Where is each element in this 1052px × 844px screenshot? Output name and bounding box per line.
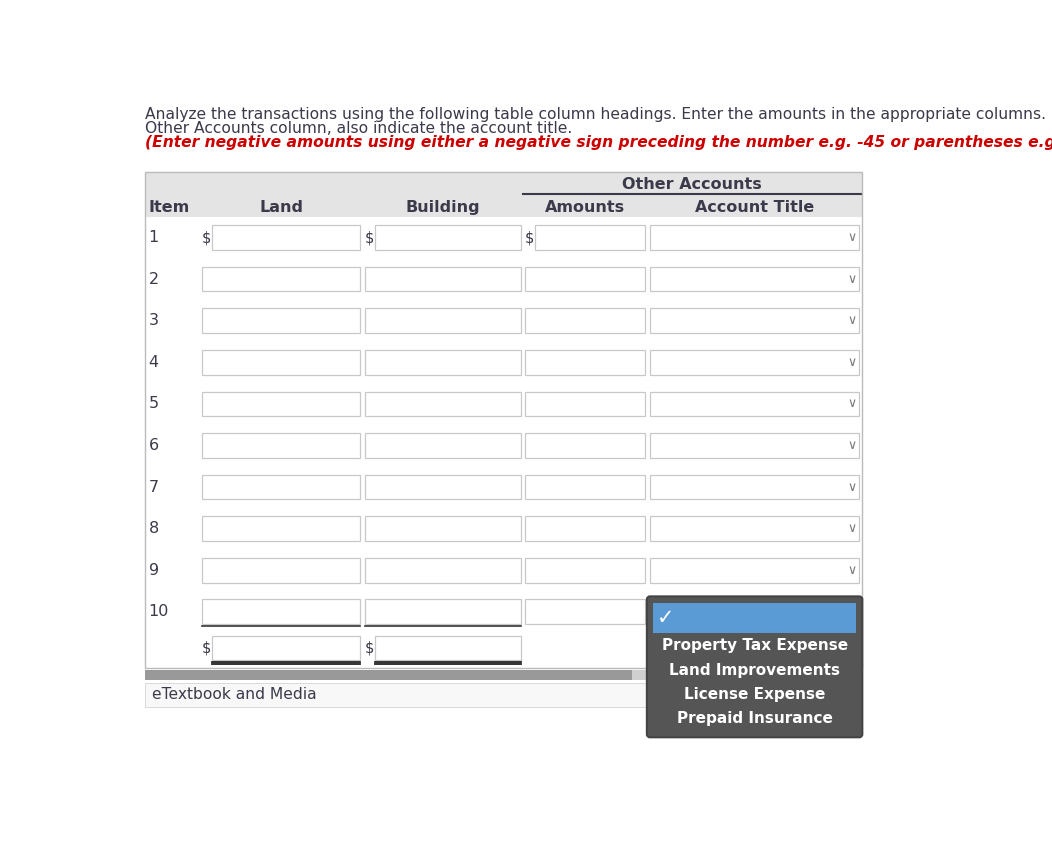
Text: ∨: ∨ — [847, 522, 856, 535]
Text: Land: Land — [259, 200, 303, 215]
Text: ∨: ∨ — [847, 314, 856, 327]
Bar — [213, 636, 360, 660]
Text: $: $ — [365, 230, 375, 245]
Text: (Enter negative amounts using either a negative sign preceding the number e.g. -: (Enter negative amounts using either a n… — [145, 135, 1052, 150]
Bar — [525, 267, 645, 291]
Text: 8: 8 — [148, 521, 159, 536]
Text: ∨: ∨ — [847, 231, 856, 244]
Bar — [525, 599, 645, 624]
Bar — [202, 350, 360, 375]
Bar — [202, 433, 360, 457]
Text: 6: 6 — [148, 438, 159, 453]
Text: ∨: ∨ — [847, 564, 856, 576]
Bar — [202, 558, 360, 582]
Bar — [653, 603, 856, 633]
Bar — [145, 300, 862, 342]
Bar — [365, 517, 521, 541]
Text: ∨: ∨ — [847, 356, 856, 369]
Bar — [365, 433, 521, 457]
Text: eTextbook and Media: eTextbook and Media — [151, 688, 317, 702]
Bar — [145, 669, 632, 680]
Bar — [650, 517, 859, 541]
Text: $: $ — [202, 641, 211, 656]
Text: Account Title: Account Title — [695, 200, 814, 215]
Text: 4: 4 — [148, 354, 159, 370]
Text: ∨: ∨ — [847, 398, 856, 410]
Bar — [202, 267, 360, 291]
Bar — [365, 392, 521, 416]
Bar — [650, 350, 859, 375]
Bar — [365, 558, 521, 582]
FancyBboxPatch shape — [647, 597, 863, 738]
Bar — [202, 517, 360, 541]
Bar — [650, 308, 859, 333]
Bar — [650, 474, 859, 500]
Bar — [145, 549, 862, 591]
Bar — [145, 425, 862, 466]
Text: 10: 10 — [148, 604, 169, 619]
Bar — [525, 433, 645, 457]
Text: Other Accounts column, also indicate the account title.: Other Accounts column, also indicate the… — [145, 122, 572, 136]
Bar — [202, 308, 360, 333]
Bar — [650, 433, 859, 457]
Text: Other Accounts: Other Accounts — [623, 176, 762, 192]
Text: 5: 5 — [148, 397, 159, 411]
Bar — [145, 258, 862, 300]
Bar — [365, 599, 521, 624]
Bar — [525, 558, 645, 582]
Text: ✓: ✓ — [656, 608, 674, 628]
Bar — [202, 599, 360, 624]
Bar — [145, 684, 862, 706]
Bar — [202, 474, 360, 500]
Bar — [365, 350, 521, 375]
Text: Land Improvements: Land Improvements — [669, 663, 841, 678]
Bar — [365, 267, 521, 291]
Text: Analyze the transactions using the following table column headings. Enter the am: Analyze the transactions using the follo… — [145, 107, 1052, 122]
Bar — [145, 172, 862, 217]
Text: Building: Building — [405, 200, 480, 215]
Text: ∨: ∨ — [847, 480, 856, 494]
Bar — [145, 591, 862, 633]
Text: $: $ — [202, 230, 211, 245]
Text: 2: 2 — [148, 272, 159, 287]
Text: Property Tax Expense: Property Tax Expense — [662, 638, 848, 653]
Bar — [525, 350, 645, 375]
Bar — [145, 172, 862, 668]
Bar — [145, 383, 862, 425]
Bar — [535, 225, 645, 250]
Text: 3: 3 — [148, 313, 159, 328]
Text: ∨: ∨ — [847, 439, 856, 452]
Bar — [365, 474, 521, 500]
Text: $: $ — [365, 641, 375, 656]
Text: 7: 7 — [148, 479, 159, 495]
Bar — [145, 217, 862, 258]
Text: 9: 9 — [148, 563, 159, 577]
Bar — [375, 225, 521, 250]
Text: License Expense: License Expense — [684, 687, 825, 702]
Text: 1: 1 — [148, 230, 159, 245]
Bar — [650, 225, 859, 250]
Text: Prepaid Insurance: Prepaid Insurance — [676, 711, 832, 727]
Bar — [145, 342, 862, 383]
Bar — [650, 392, 859, 416]
Text: Item: Item — [148, 200, 189, 215]
Bar — [650, 267, 859, 291]
Bar — [213, 225, 360, 250]
Bar — [650, 558, 859, 582]
Text: ∨: ∨ — [847, 273, 856, 285]
Bar — [145, 508, 862, 549]
Bar — [145, 466, 862, 508]
Bar — [525, 517, 645, 541]
Bar — [145, 669, 862, 680]
Bar — [525, 474, 645, 500]
Bar — [375, 636, 521, 660]
Bar — [525, 308, 645, 333]
Bar — [202, 392, 360, 416]
Bar — [525, 392, 645, 416]
Text: $: $ — [525, 230, 534, 245]
Bar — [365, 308, 521, 333]
Text: Amounts: Amounts — [545, 200, 625, 215]
